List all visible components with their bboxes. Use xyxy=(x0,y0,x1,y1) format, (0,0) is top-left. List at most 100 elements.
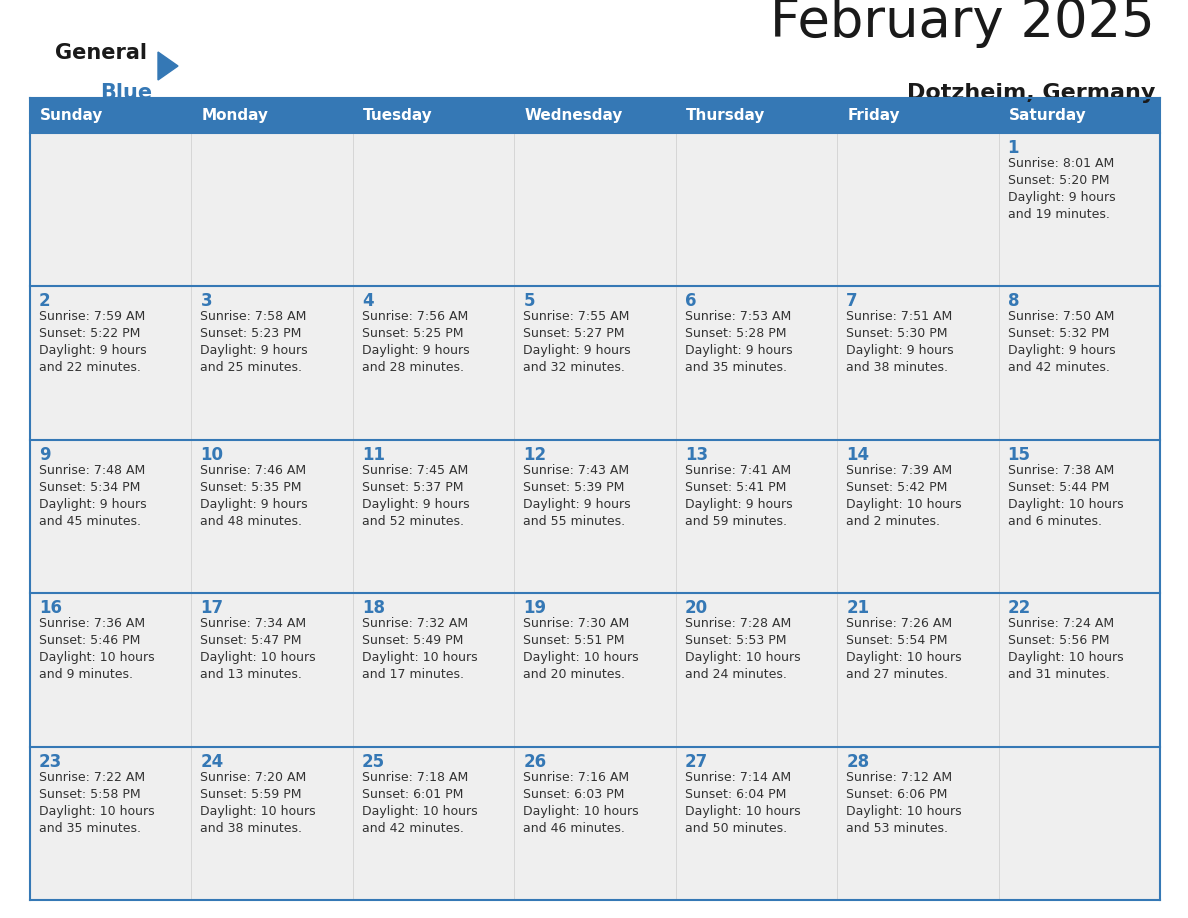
Text: Sunset: 6:06 PM: Sunset: 6:06 PM xyxy=(846,788,948,800)
Text: Daylight: 10 hours: Daylight: 10 hours xyxy=(362,804,478,818)
Text: Sunset: 5:39 PM: Sunset: 5:39 PM xyxy=(523,481,625,494)
Text: 20: 20 xyxy=(684,599,708,617)
Text: Sunrise: 7:50 AM: Sunrise: 7:50 AM xyxy=(1007,310,1114,323)
Text: and 17 minutes.: and 17 minutes. xyxy=(362,668,463,681)
Text: Sunset: 6:01 PM: Sunset: 6:01 PM xyxy=(362,788,463,800)
Text: Sunset: 5:22 PM: Sunset: 5:22 PM xyxy=(39,328,140,341)
Text: 12: 12 xyxy=(523,446,546,464)
Text: Daylight: 9 hours: Daylight: 9 hours xyxy=(39,498,146,510)
Text: Sunset: 5:30 PM: Sunset: 5:30 PM xyxy=(846,328,948,341)
Text: 13: 13 xyxy=(684,446,708,464)
Text: 10: 10 xyxy=(201,446,223,464)
Text: Daylight: 10 hours: Daylight: 10 hours xyxy=(201,804,316,818)
Text: 19: 19 xyxy=(523,599,546,617)
Text: 3: 3 xyxy=(201,293,211,310)
Text: Sunset: 5:51 PM: Sunset: 5:51 PM xyxy=(523,634,625,647)
Text: Daylight: 9 hours: Daylight: 9 hours xyxy=(684,344,792,357)
Text: Daylight: 9 hours: Daylight: 9 hours xyxy=(362,344,469,357)
Text: Daylight: 10 hours: Daylight: 10 hours xyxy=(684,651,801,665)
Text: Daylight: 9 hours: Daylight: 9 hours xyxy=(523,498,631,510)
Text: Sunrise: 7:24 AM: Sunrise: 7:24 AM xyxy=(1007,617,1113,630)
Polygon shape xyxy=(158,52,178,80)
Bar xyxy=(30,98,1159,133)
Text: Sunrise: 7:22 AM: Sunrise: 7:22 AM xyxy=(39,770,145,784)
Text: Sunset: 5:53 PM: Sunset: 5:53 PM xyxy=(684,634,786,647)
Text: and 22 minutes.: and 22 minutes. xyxy=(39,362,141,375)
Text: and 24 minutes.: and 24 minutes. xyxy=(684,668,786,681)
Text: Sunrise: 7:34 AM: Sunrise: 7:34 AM xyxy=(201,617,307,630)
Text: Sunset: 5:20 PM: Sunset: 5:20 PM xyxy=(1007,174,1110,187)
Text: Saturday: Saturday xyxy=(1009,108,1086,123)
Text: Sunrise: 7:20 AM: Sunrise: 7:20 AM xyxy=(201,770,307,784)
Text: Sunset: 5:42 PM: Sunset: 5:42 PM xyxy=(846,481,948,494)
Text: Sunrise: 7:28 AM: Sunrise: 7:28 AM xyxy=(684,617,791,630)
Text: Sunrise: 7:53 AM: Sunrise: 7:53 AM xyxy=(684,310,791,323)
Text: Daylight: 9 hours: Daylight: 9 hours xyxy=(523,344,631,357)
Text: and 42 minutes.: and 42 minutes. xyxy=(362,822,463,834)
Text: Daylight: 10 hours: Daylight: 10 hours xyxy=(39,804,154,818)
Text: Daylight: 9 hours: Daylight: 9 hours xyxy=(362,498,469,510)
Text: Daylight: 10 hours: Daylight: 10 hours xyxy=(523,804,639,818)
Text: Sunrise: 7:43 AM: Sunrise: 7:43 AM xyxy=(523,464,630,476)
Text: Monday: Monday xyxy=(202,108,268,123)
Text: Sunrise: 7:16 AM: Sunrise: 7:16 AM xyxy=(523,770,630,784)
Text: Sunset: 5:35 PM: Sunset: 5:35 PM xyxy=(201,481,302,494)
Text: Sunset: 5:41 PM: Sunset: 5:41 PM xyxy=(684,481,786,494)
Text: Sunset: 6:04 PM: Sunset: 6:04 PM xyxy=(684,788,786,800)
Text: Sunrise: 7:30 AM: Sunrise: 7:30 AM xyxy=(523,617,630,630)
Text: 25: 25 xyxy=(362,753,385,770)
Text: Daylight: 9 hours: Daylight: 9 hours xyxy=(684,498,792,510)
Text: Daylight: 9 hours: Daylight: 9 hours xyxy=(846,344,954,357)
Text: Sunrise: 7:26 AM: Sunrise: 7:26 AM xyxy=(846,617,953,630)
Text: Daylight: 9 hours: Daylight: 9 hours xyxy=(1007,344,1116,357)
Text: and 38 minutes.: and 38 minutes. xyxy=(846,362,948,375)
Text: and 9 minutes.: and 9 minutes. xyxy=(39,668,133,681)
Text: Daylight: 10 hours: Daylight: 10 hours xyxy=(846,804,962,818)
Text: Sunrise: 7:51 AM: Sunrise: 7:51 AM xyxy=(846,310,953,323)
Text: Sunrise: 7:12 AM: Sunrise: 7:12 AM xyxy=(846,770,953,784)
Text: 7: 7 xyxy=(846,293,858,310)
Text: and 2 minutes.: and 2 minutes. xyxy=(846,515,940,528)
Text: and 20 minutes.: and 20 minutes. xyxy=(523,668,625,681)
Text: and 31 minutes.: and 31 minutes. xyxy=(1007,668,1110,681)
Text: and 28 minutes.: and 28 minutes. xyxy=(362,362,463,375)
Text: and 42 minutes.: and 42 minutes. xyxy=(1007,362,1110,375)
Text: Sunrise: 7:58 AM: Sunrise: 7:58 AM xyxy=(201,310,307,323)
Text: Dotzheim, Germany: Dotzheim, Germany xyxy=(906,83,1155,103)
Text: 4: 4 xyxy=(362,293,373,310)
Text: Friday: Friday xyxy=(847,108,899,123)
Text: 2: 2 xyxy=(39,293,51,310)
Text: and 38 minutes.: and 38 minutes. xyxy=(201,822,303,834)
Text: Daylight: 10 hours: Daylight: 10 hours xyxy=(523,651,639,665)
Text: Sunrise: 7:36 AM: Sunrise: 7:36 AM xyxy=(39,617,145,630)
Text: and 50 minutes.: and 50 minutes. xyxy=(684,822,786,834)
Text: Blue: Blue xyxy=(100,83,152,103)
Text: Daylight: 10 hours: Daylight: 10 hours xyxy=(39,651,154,665)
Text: Sunday: Sunday xyxy=(40,108,103,123)
Text: Sunset: 5:25 PM: Sunset: 5:25 PM xyxy=(362,328,463,341)
Text: Thursday: Thursday xyxy=(685,108,765,123)
Text: 14: 14 xyxy=(846,446,870,464)
Text: 5: 5 xyxy=(523,293,535,310)
Text: 28: 28 xyxy=(846,753,870,770)
Text: Daylight: 10 hours: Daylight: 10 hours xyxy=(1007,498,1123,510)
Text: Tuesday: Tuesday xyxy=(362,108,432,123)
Text: Sunset: 5:47 PM: Sunset: 5:47 PM xyxy=(201,634,302,647)
Text: Daylight: 10 hours: Daylight: 10 hours xyxy=(201,651,316,665)
Text: and 19 minutes.: and 19 minutes. xyxy=(1007,208,1110,221)
Text: Daylight: 9 hours: Daylight: 9 hours xyxy=(201,344,308,357)
Text: Sunrise: 7:45 AM: Sunrise: 7:45 AM xyxy=(362,464,468,476)
Text: 11: 11 xyxy=(362,446,385,464)
Text: 23: 23 xyxy=(39,753,62,770)
Text: Sunset: 5:49 PM: Sunset: 5:49 PM xyxy=(362,634,463,647)
Text: and 27 minutes.: and 27 minutes. xyxy=(846,668,948,681)
Text: Sunset: 5:34 PM: Sunset: 5:34 PM xyxy=(39,481,140,494)
Bar xyxy=(30,286,1159,440)
Text: Sunset: 5:32 PM: Sunset: 5:32 PM xyxy=(1007,328,1108,341)
Text: and 13 minutes.: and 13 minutes. xyxy=(201,668,302,681)
Text: 21: 21 xyxy=(846,599,870,617)
Text: Sunset: 5:23 PM: Sunset: 5:23 PM xyxy=(201,328,302,341)
Text: and 59 minutes.: and 59 minutes. xyxy=(684,515,786,528)
Text: Sunrise: 7:14 AM: Sunrise: 7:14 AM xyxy=(684,770,791,784)
Bar xyxy=(30,440,1159,593)
